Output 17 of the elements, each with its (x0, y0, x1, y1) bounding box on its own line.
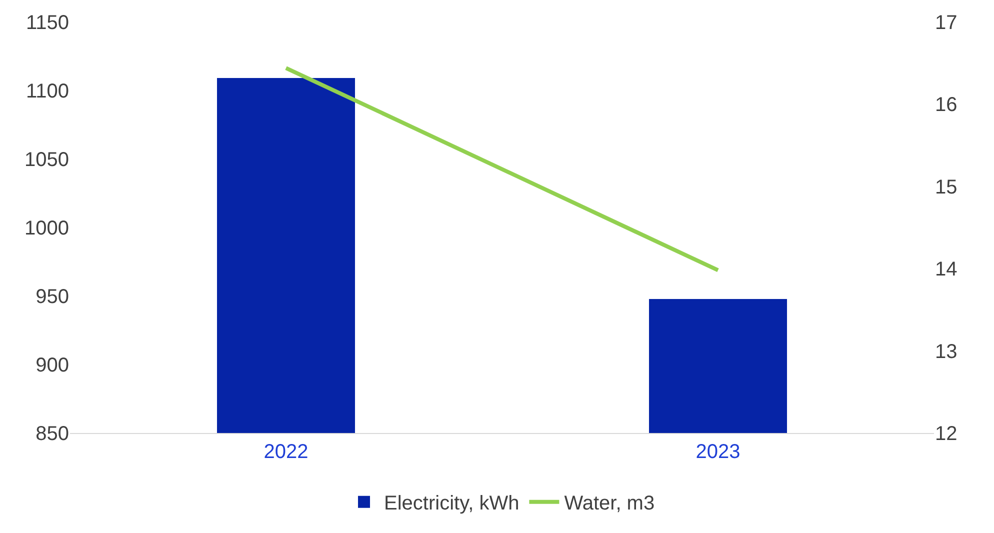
legend-label: Water, m3 (564, 492, 655, 515)
y-tick-label: 1150 (26, 12, 69, 34)
y-tick-label: 1050 (24, 149, 69, 171)
y-tick-label: 850 (36, 423, 69, 445)
y2-tick-label: 15 (935, 176, 958, 198)
x-tick-label: 2022 (264, 441, 308, 463)
y2-tick-label: 12 (935, 423, 958, 445)
y2-tick-label: 16 (935, 94, 958, 116)
y-tick-label: 1100 (26, 80, 69, 102)
y2-tick-label: 14 (935, 258, 958, 281)
y-tick-label: 1000 (24, 218, 69, 240)
y-tick-label: 900 (36, 354, 69, 376)
y-tick-label: 950 (36, 286, 69, 308)
y2-tick-label: 13 (935, 340, 958, 363)
y2-tick-label: 17 (935, 12, 958, 34)
legend-label: Electricity, kWh (384, 492, 520, 515)
x-tick-label: 2023 (696, 441, 740, 463)
